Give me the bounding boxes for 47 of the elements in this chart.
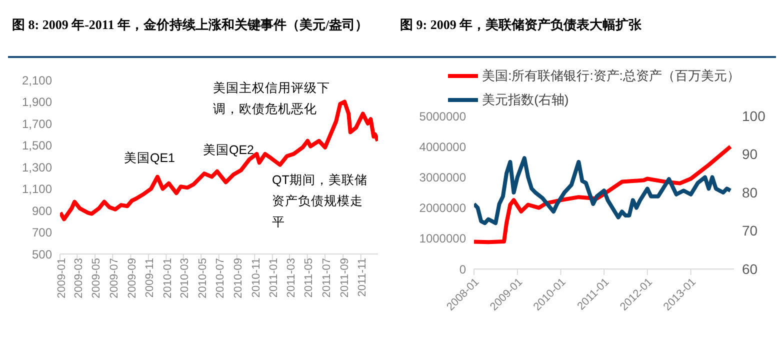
y-tick-label: 1,700 [22,116,52,131]
y-tick-label: 1000000 [419,232,466,246]
y-tick-label: 3000000 [419,170,466,184]
y-tick-label: 1,100 [22,182,52,196]
x-tick-label: 2009-09 [126,258,139,298]
legend-label: 美国:所有联储银行:资产:总资产（百万美元） [482,67,740,85]
x-tick-label: 2009-03 [72,258,85,298]
y2-tick-label: 100 [742,108,766,124]
x-tick-label: 2009-05 [90,258,103,298]
x-tick-label: 2009-11 [144,258,156,298]
annotation: 美国QE1 [124,150,176,167]
y-tick-label: 4000000 [419,140,466,154]
y2-tick-label: 80 [742,184,758,200]
line-series [474,156,732,226]
y-tick-label: 2000000 [419,201,466,216]
legend-label: 美元指数(右轴) [482,91,569,109]
y-tick-label: 500 [32,247,52,262]
y-tick-label: 0 [459,262,466,276]
annotation: 美国QE2 [203,142,256,159]
x-tick-label: 2010-01 [162,258,174,298]
annotation: 美国主权信用评级下调，欧债危机恶化 [213,80,331,118]
x-tick-label: 2011-11 [356,258,369,297]
x-tick-label: 2010-07 [214,258,227,298]
x-tick-label: 2011-01 [268,258,280,298]
y2-tick-label: 70 [742,222,758,239]
x-tick-label: 2010-03 [179,258,192,298]
x-tick-label: 2011-09 [338,258,351,298]
x-tick-label: 2011-05 [303,258,316,298]
y2-tick-label: 60 [742,260,758,277]
x-tick-label: 2011-03 [285,258,298,298]
x-tick-label: 2010-09 [232,258,245,298]
x-tick-label: 2011-07 [320,258,333,298]
y-tick-label: 1,500 [22,138,52,153]
y-tick-label: 900 [32,204,52,218]
y-tick-label: 2,100 [22,73,52,88]
y-tick-label: 1,300 [22,160,52,174]
y2-tick-label: 90 [742,146,758,162]
chart-title: 图 9: 2009 年，美联储资产负债表大幅扩张 [400,16,643,34]
chart-title: 图 8: 2009 年-2011 年，金价持续上涨和关键事件（美元/盎司） [12,16,370,34]
y-tick-label: 700 [32,226,52,240]
annotation: QT期间，美联储资产负债规模走平 [272,172,368,231]
x-tick-label: 2009-01 [56,258,68,298]
y-tick-label: 1,900 [22,95,52,110]
x-tick-label: 2009-07 [108,258,120,298]
x-tick-label: 2010-11 [250,258,262,298]
x-tick-label: 2010-05 [196,258,209,298]
y-tick-label: 5000000 [419,109,466,124]
